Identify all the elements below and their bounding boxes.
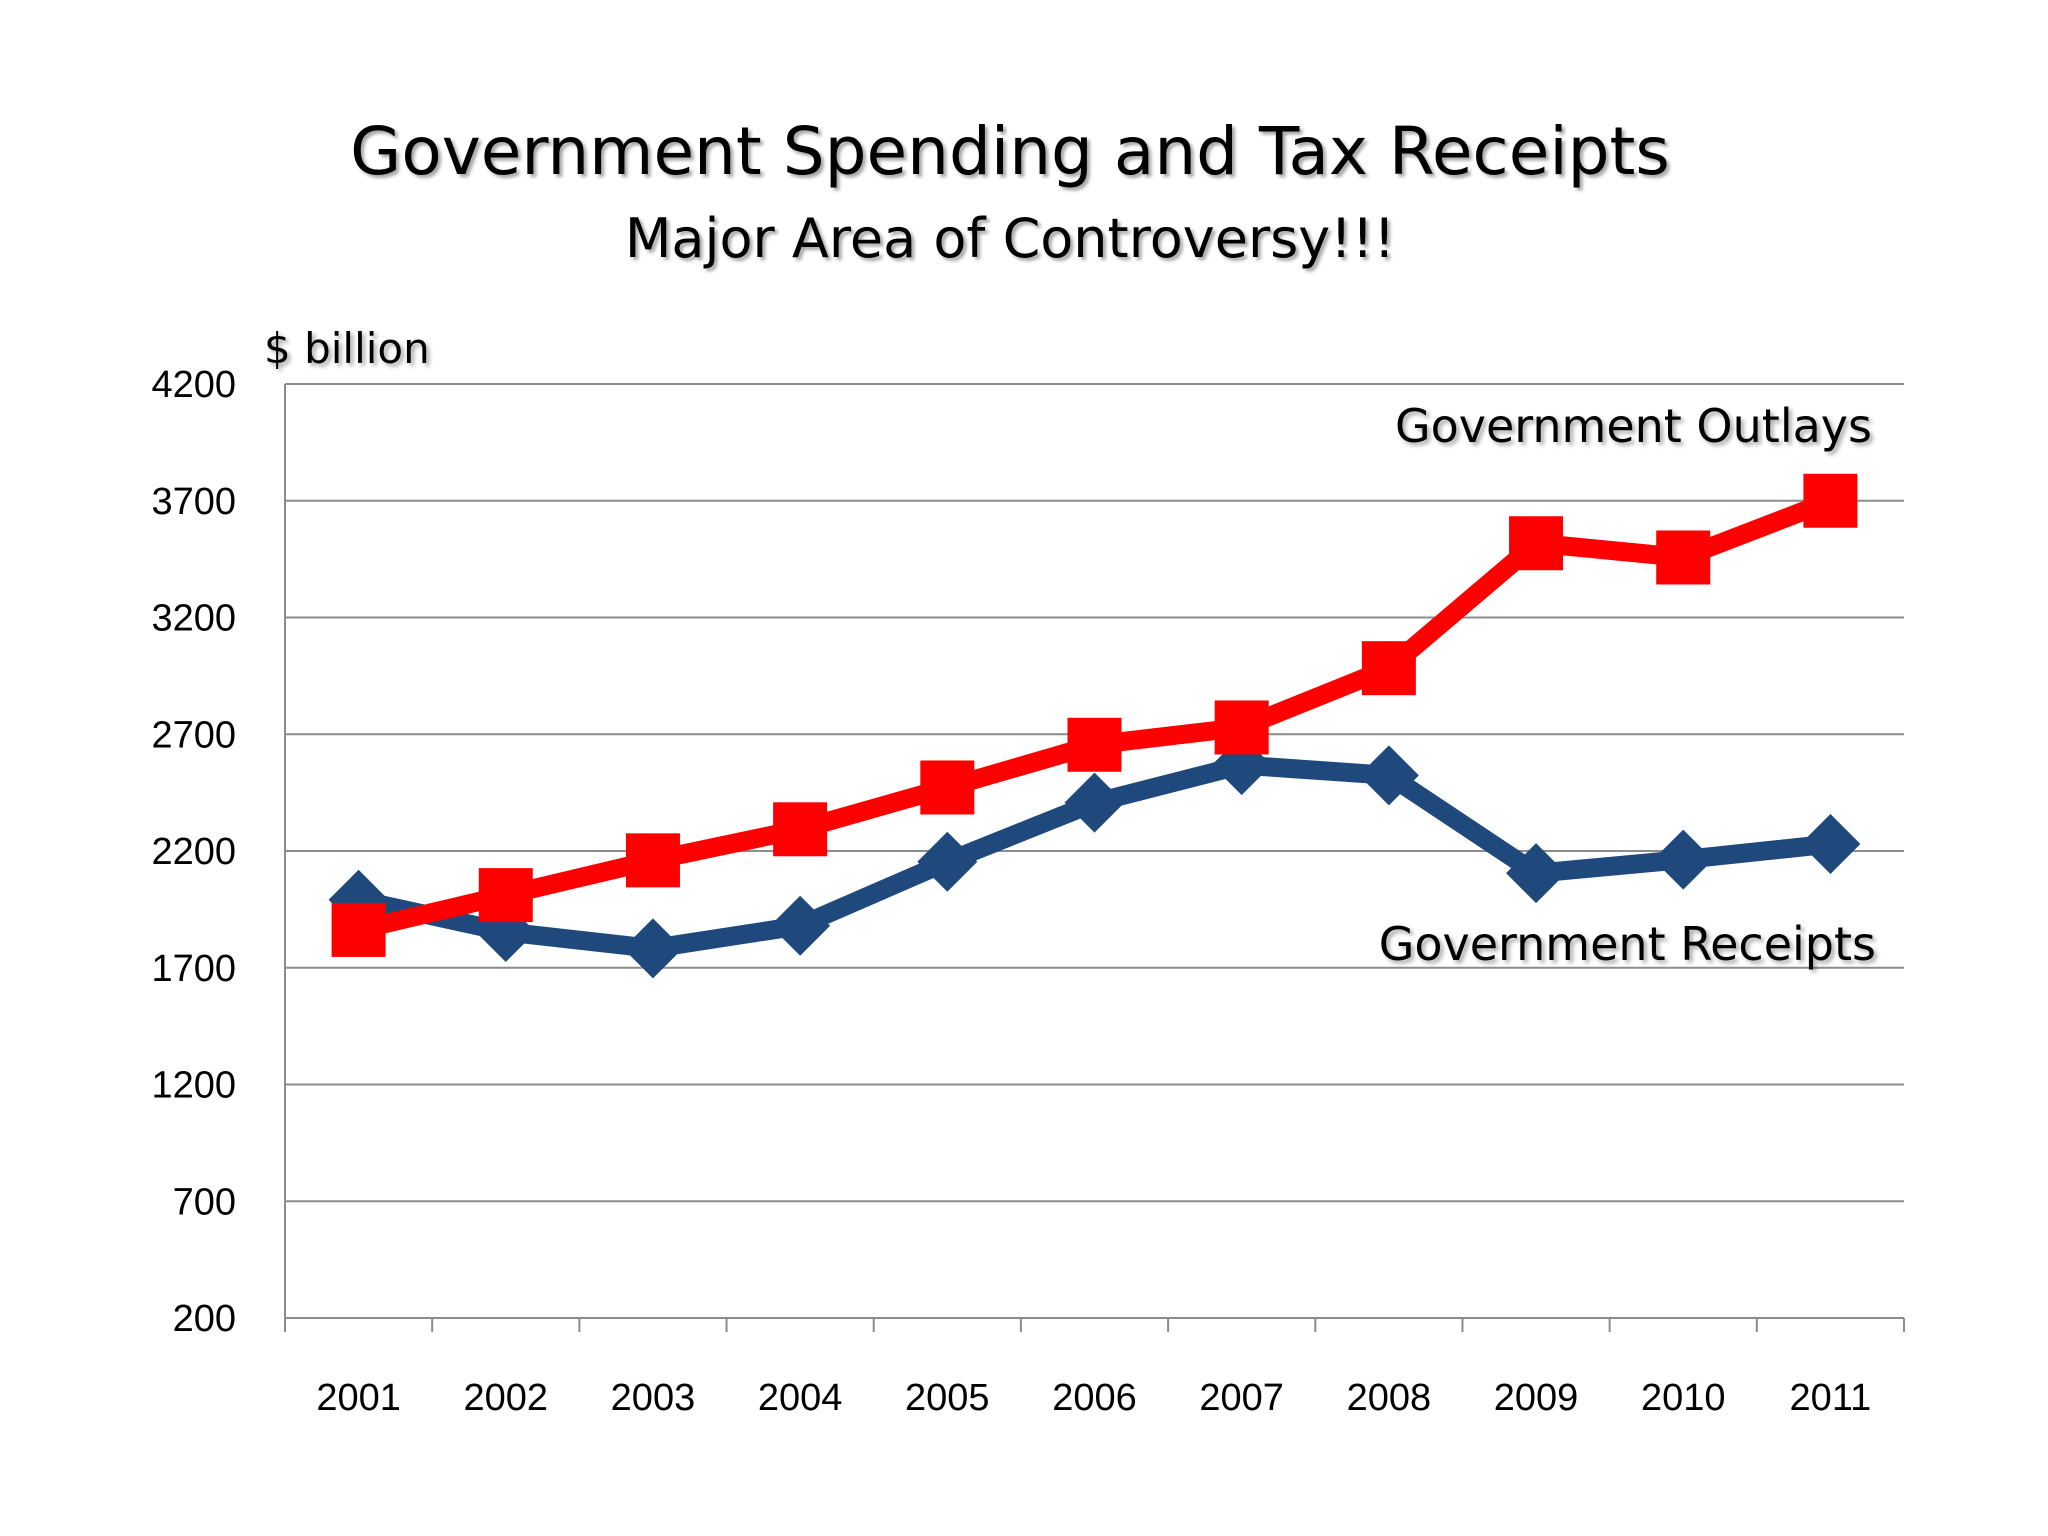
receipts-point-2005 <box>917 831 978 892</box>
y-tick-label: 700 <box>173 1181 236 1223</box>
outlays-point-2010 <box>1656 530 1711 585</box>
y-axis-tick-labels: 200 700 1200 1700 2200 2700 3200 3700 4200 <box>151 364 236 1340</box>
outlays-point-2001 <box>331 902 386 957</box>
outlays-point-2002 <box>478 868 533 923</box>
receipts-point-2006 <box>1064 772 1125 833</box>
outlays-point-2004 <box>773 802 828 857</box>
series-markers <box>328 473 1861 979</box>
x-tick-label-2004: 2004 <box>758 1377 843 1419</box>
receipts-point-2009 <box>1506 843 1567 904</box>
y-tick-label: 1700 <box>151 948 236 990</box>
receipts-point-2010 <box>1653 829 1714 890</box>
x-tick-label-2003: 2003 <box>611 1377 696 1419</box>
y-axis-unit-label: $ billion <box>264 324 430 373</box>
y-tick-label: 4200 <box>151 364 236 406</box>
series-label-receipts: Government Receipts <box>1379 917 1876 971</box>
outlays-point-2009 <box>1509 516 1564 571</box>
receipts-point-2008 <box>1358 745 1419 806</box>
outlays-point-2008 <box>1361 641 1416 696</box>
y-tick-label: 1200 <box>151 1065 236 1107</box>
x-tick-label-2008: 2008 <box>1347 1377 1432 1419</box>
x-tick-label-2007: 2007 <box>1199 1377 1284 1419</box>
chart-title: Government Spending and Tax Receipts <box>350 113 1670 190</box>
chart-subtitle: Major Area of Controversy!!! <box>624 207 1396 270</box>
receipts-point-2004 <box>770 895 831 956</box>
x-tick-label-2009: 2009 <box>1494 1377 1579 1419</box>
x-tick-label-2001: 2001 <box>316 1377 401 1419</box>
outlays-point-2011 <box>1803 473 1858 528</box>
grid-lines <box>285 383 1904 1203</box>
outlays-point-2005 <box>920 760 975 815</box>
x-tick-label-2011: 2011 <box>1790 1377 1872 1419</box>
y-tick-label: 200 <box>173 1298 236 1340</box>
x-tick-label-2006: 2006 <box>1052 1377 1137 1419</box>
series-label-outlays: Government Outlays <box>1395 399 1872 453</box>
axes <box>284 384 1905 1332</box>
x-tick-label-2010: 2010 <box>1641 1377 1726 1419</box>
outlays-point-2007 <box>1214 700 1269 755</box>
y-tick-label: 3700 <box>151 481 236 523</box>
receipts-point-2011 <box>1800 813 1861 874</box>
x-axis-tick-labels: 2001 2002 2003 2004 2005 2006 2007 2008 2009 2010… <box>316 1377 1871 1419</box>
outlays-point-2003 <box>625 833 680 888</box>
y-tick-label: 2200 <box>151 831 236 873</box>
receipts-point-2003 <box>622 918 683 979</box>
y-tick-label: 3200 <box>151 598 236 640</box>
x-tick-label-2005: 2005 <box>905 1377 990 1419</box>
y-tick-label: 2700 <box>151 714 236 756</box>
x-tick-label-2002: 2002 <box>463 1377 548 1419</box>
outlays-point-2006 <box>1067 717 1122 772</box>
